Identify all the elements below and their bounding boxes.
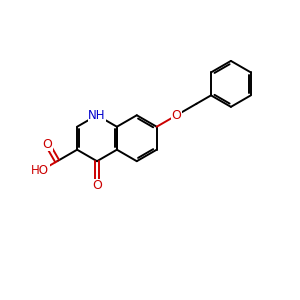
Text: HO: HO [31,164,49,177]
Text: O: O [172,109,182,122]
Text: O: O [43,138,52,151]
Text: NH: NH [88,109,106,122]
Text: O: O [92,179,102,192]
